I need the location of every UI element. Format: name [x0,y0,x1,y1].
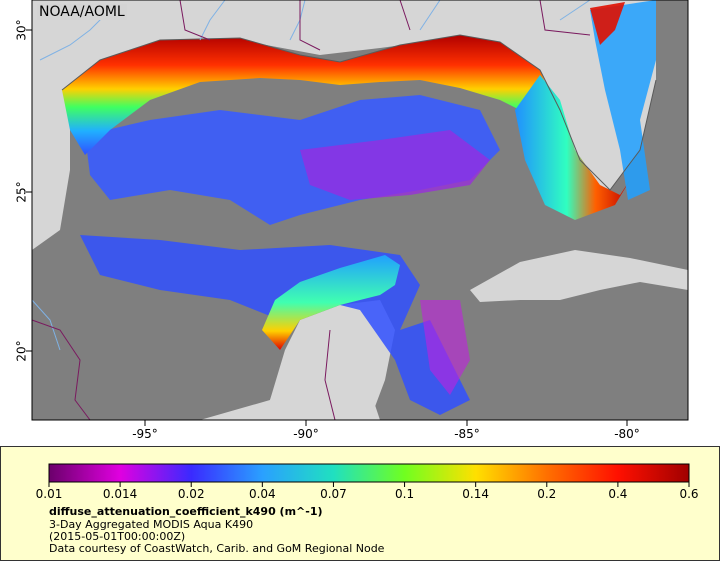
colorbar: 0.01 0.014 0.02 0.04 0.07 0.1 0.14 0.2 0.4 0.6 [36,463,699,501]
open-gulf-data-purple [300,130,490,200]
atlantic-strip-red [590,2,625,45]
us-coastline [61,34,657,191]
florida-coast-data [515,75,630,220]
colorbar-tick-label: 0.01 [36,487,63,501]
colorbar-tick-label: 0.6 [679,487,698,501]
lon-tick-80: -80° [614,427,640,441]
lon-tick-85: -85° [454,427,480,441]
colorbar-rect [48,463,690,483]
lon-ticks [144,420,628,426]
colorbar-tick-label: 0.14 [462,487,489,501]
colorbar-tick-label: 0.04 [249,487,276,501]
lon-tick-95: -95° [132,427,158,441]
lat-tick-30: 30° [15,19,29,40]
variable-name: diffuse_attenuation_coefficient_k490 (m^… [49,505,323,518]
political-borders [31,0,591,421]
yucatan-landmass [270,300,395,420]
colorbar-tick-label: 0.1 [395,487,414,501]
lon-tick-90: -90° [293,427,319,441]
data-credit: Data courtesy of CoastWatch, Carib. and … [49,542,385,555]
colorbar-tick-label: 0.07 [320,487,347,501]
lat-tick-25: 25° [15,181,29,202]
yucatan-coast-data [262,255,400,350]
caribbean-purple [420,300,470,395]
lat-tick-20: 20° [15,340,29,361]
northern-coast-data [62,35,555,155]
colorbar-ticks: 0.01 0.014 0.02 0.04 0.07 0.1 0.14 0.2 0.4 0.6 [36,482,699,501]
axes-frame [31,0,689,421]
colorbar-tick-label: 0.014 [103,487,137,501]
colorbar-tick-label: 0.4 [608,487,627,501]
legend-panel: 0.01 0.014 0.02 0.04 0.07 0.1 0.14 0.2 0.4 0.6 di… [0,446,720,561]
agency-label: NOAA/AOML [37,4,127,20]
colorbar-tick-label: 0.2 [537,487,556,501]
map-panel: 30° 25° 20° -95° -90° -85° -80° NOAA/AOM… [15,0,689,441]
cuba-landmass [470,250,688,302]
map-plot: 30° 25° 20° -95° -90° -85° -80° [15,0,689,441]
dataset-description: 3-Day Aggregated MODIS Aqua K490 [49,518,254,531]
lat-ticks [26,29,32,352]
colorbar-tick-label: 0.02 [178,487,205,501]
dataset-time: (2015-05-01T00:00:00Z) [49,530,186,543]
